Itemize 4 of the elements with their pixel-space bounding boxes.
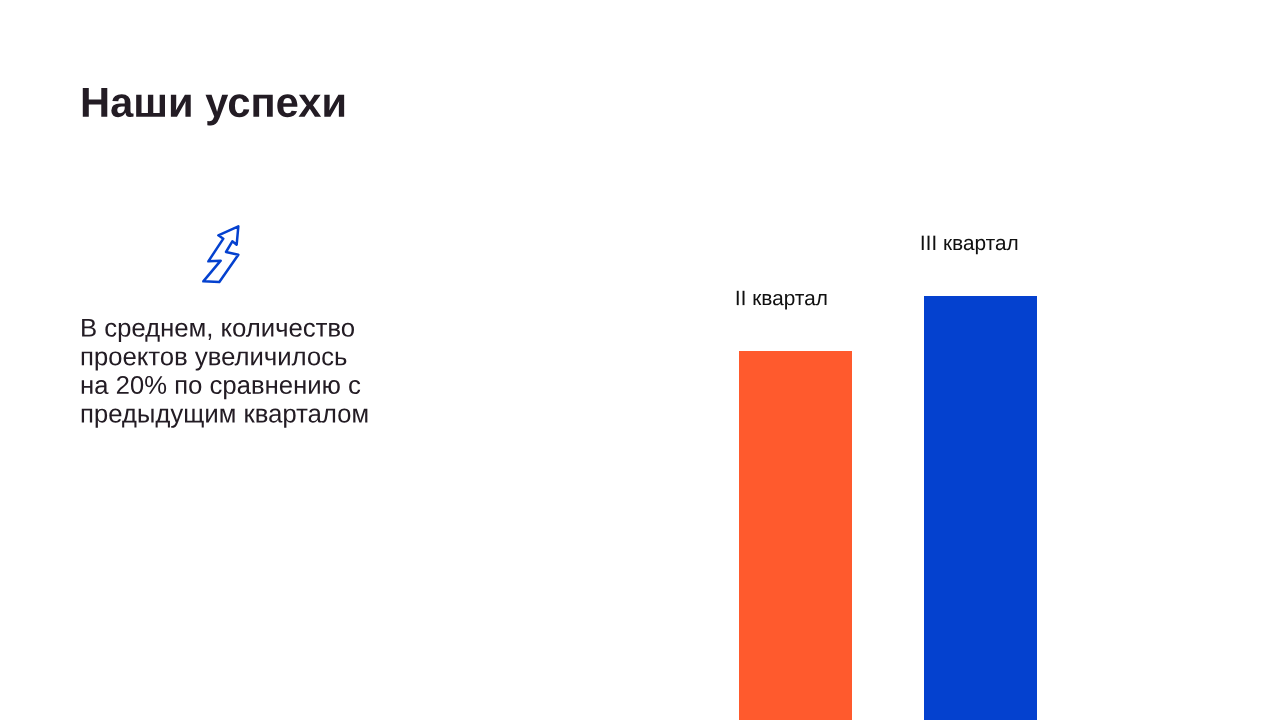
text: В среднем, количество проектов увеличилось на 20% по сравнению с предыдущим кварталом [81,318,368,428]
text: Наши успехи [82,88,345,126]
x-tick-label: II квартал [736,290,827,310]
x-tick-label: III квартал [921,235,1018,255]
